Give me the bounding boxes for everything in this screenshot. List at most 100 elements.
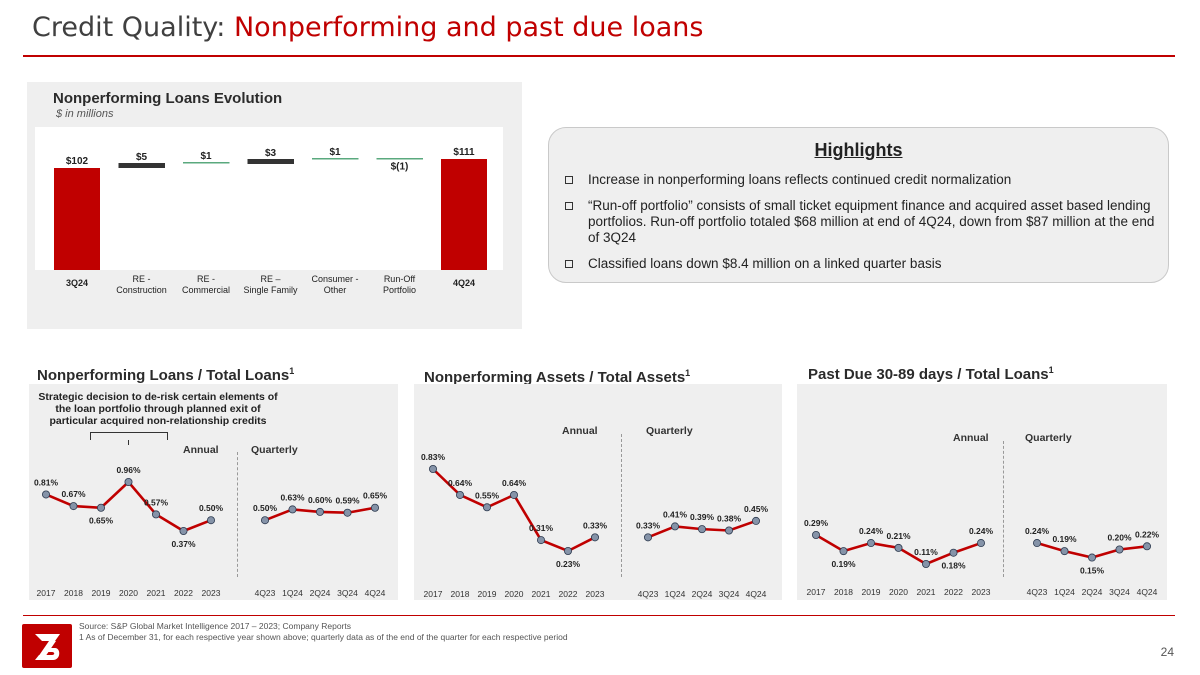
annual-tick-label: 2018 bbox=[64, 588, 83, 598]
waterfall-data-label: $1 bbox=[200, 151, 212, 162]
quarterly-data-label: 0.59% bbox=[335, 496, 360, 506]
quarterly-tick-label: 4Q24 bbox=[746, 589, 767, 599]
annual-data-label: 0.33% bbox=[583, 520, 608, 530]
list-item: Classified loans down $8.4 million on a … bbox=[565, 256, 1155, 272]
annual-data-point bbox=[97, 503, 106, 512]
quarterly-data-label: 0.38% bbox=[717, 514, 742, 524]
quarterly-data-point bbox=[370, 503, 379, 512]
annual-data-point bbox=[537, 536, 546, 545]
waterfall-bar bbox=[247, 159, 294, 164]
header-rule bbox=[23, 55, 1175, 57]
waterfall-category-label: Single Family bbox=[243, 285, 298, 295]
pd-divider bbox=[1003, 441, 1004, 577]
pd-title-text: Past Due 30-89 days / Total Loans bbox=[808, 366, 1049, 383]
quarterly-data-label: 0.33% bbox=[636, 520, 661, 530]
waterfall-data-label: $102 bbox=[66, 156, 89, 167]
npl-section-title: Nonperforming Loans / Total Loans1 bbox=[37, 366, 294, 384]
quarterly-data-label: 0.50% bbox=[253, 503, 278, 513]
waterfall-data-label: $111 bbox=[453, 147, 475, 158]
quarterly-data-point bbox=[1143, 542, 1152, 551]
annual-tick-label: 2023 bbox=[586, 589, 605, 599]
annual-data-point bbox=[922, 560, 931, 569]
pd-annual-label: Annual bbox=[953, 432, 989, 444]
source-note: Source: S&P Global Market Intelligence 2… bbox=[79, 621, 568, 643]
npa-title-text: Nonperforming Assets / Total Assets bbox=[424, 369, 686, 386]
waterfall-category-label: Consumer - bbox=[311, 274, 358, 284]
quarterly-tick-label: 4Q24 bbox=[365, 588, 386, 598]
quarterly-tick-label: 2Q24 bbox=[692, 589, 713, 599]
strategy-note: Strategic decision to de-risk certain el… bbox=[38, 391, 278, 427]
annual-tick-label: 2022 bbox=[559, 589, 578, 599]
list-item: “Run-off portfolio” consists of small ti… bbox=[565, 198, 1155, 246]
annual-data-point bbox=[206, 516, 215, 525]
annual-data-point bbox=[455, 490, 464, 499]
quarterly-tick-label: 2Q24 bbox=[1082, 587, 1103, 597]
quarterly-data-label: 0.45% bbox=[744, 504, 769, 514]
npl-quarterly-label: Quarterly bbox=[251, 444, 298, 456]
annual-tick-label: 2019 bbox=[92, 588, 111, 598]
annual-data-point bbox=[428, 464, 437, 473]
quarterly-data-point bbox=[1033, 539, 1042, 548]
waterfall-category-label: Other bbox=[324, 285, 347, 295]
annual-tick-label: 2018 bbox=[834, 587, 853, 597]
annual-tick-label: 2020 bbox=[505, 589, 524, 599]
annual-tick-label: 2020 bbox=[889, 587, 908, 597]
footnote-marker: 1 bbox=[685, 368, 691, 378]
quarterly-data-point bbox=[315, 507, 324, 516]
annual-data-label: 0.23% bbox=[556, 559, 581, 569]
waterfall-bar bbox=[118, 163, 165, 168]
annual-data-label: 0.64% bbox=[448, 478, 473, 488]
square-bullet-icon bbox=[565, 176, 573, 184]
npa-annual-label: Annual bbox=[562, 425, 598, 437]
npa-divider bbox=[621, 434, 622, 577]
page-number: 24 bbox=[1160, 645, 1174, 659]
annual-data-point bbox=[42, 490, 51, 499]
quarterly-data-label: 0.39% bbox=[690, 512, 715, 522]
quarterly-data-point bbox=[698, 525, 707, 534]
waterfall-data-label: $5 bbox=[136, 152, 148, 163]
annual-data-label: 0.83% bbox=[421, 452, 446, 462]
waterfall-category-label: RE – bbox=[260, 274, 280, 284]
quarterly-data-label: 0.24% bbox=[1025, 526, 1050, 536]
quarterly-tick-label: 1Q24 bbox=[665, 589, 686, 599]
annual-data-point bbox=[591, 533, 600, 542]
waterfall-category-label: 4Q24 bbox=[453, 278, 475, 288]
waterfall-category-label: 3Q24 bbox=[66, 278, 88, 288]
waterfall-bar bbox=[441, 159, 487, 270]
title-prefix: Credit Quality: bbox=[32, 12, 226, 43]
annual-data-label: 0.55% bbox=[475, 490, 500, 500]
waterfall-bar bbox=[54, 168, 100, 270]
quarterly-tick-label: 1Q24 bbox=[282, 588, 303, 598]
annual-tick-label: 2021 bbox=[917, 587, 936, 597]
annual-tick-label: 2021 bbox=[532, 589, 551, 599]
annual-data-label: 0.18% bbox=[941, 561, 966, 571]
footnote-marker: 1 bbox=[289, 366, 295, 376]
annual-data-label: 0.57% bbox=[144, 497, 169, 507]
quarterly-tick-label: 1Q24 bbox=[1054, 587, 1075, 597]
annual-data-label: 0.11% bbox=[914, 547, 938, 557]
list-item: Increase in nonperforming loans reflects… bbox=[565, 172, 1155, 188]
quarterly-tick-label: 3Q24 bbox=[719, 589, 740, 599]
quarterly-tick-label: 3Q24 bbox=[1109, 587, 1130, 597]
quarterly-data-label: 0.22% bbox=[1135, 529, 1160, 539]
annual-data-label: 0.96% bbox=[116, 465, 141, 475]
waterfall-data-label: $3 bbox=[265, 148, 277, 159]
annual-data-point bbox=[482, 503, 491, 512]
annual-data-label: 0.67% bbox=[61, 489, 86, 499]
npa-chart-panel bbox=[414, 384, 782, 600]
waterfall-category-label: Portfolio bbox=[383, 285, 416, 295]
annual-data-point bbox=[564, 547, 573, 556]
square-bullet-icon bbox=[565, 260, 573, 268]
waterfall-category-label: RE - bbox=[197, 274, 215, 284]
quarterly-tick-label: 2Q24 bbox=[310, 588, 331, 598]
quarterly-data-label: 0.65% bbox=[363, 491, 388, 501]
waterfall-bar bbox=[183, 162, 230, 164]
quarterly-tick-label: 4Q23 bbox=[255, 588, 276, 598]
waterfall-category-label: Run-Off bbox=[384, 274, 416, 284]
annual-data-point bbox=[949, 548, 958, 557]
quarterly-data-point bbox=[1060, 547, 1069, 556]
quarterly-data-label: 0.63% bbox=[280, 492, 305, 502]
annual-tick-label: 2023 bbox=[202, 588, 221, 598]
annual-data-label: 0.19% bbox=[831, 559, 856, 569]
waterfall-category-label: Construction bbox=[116, 285, 167, 295]
